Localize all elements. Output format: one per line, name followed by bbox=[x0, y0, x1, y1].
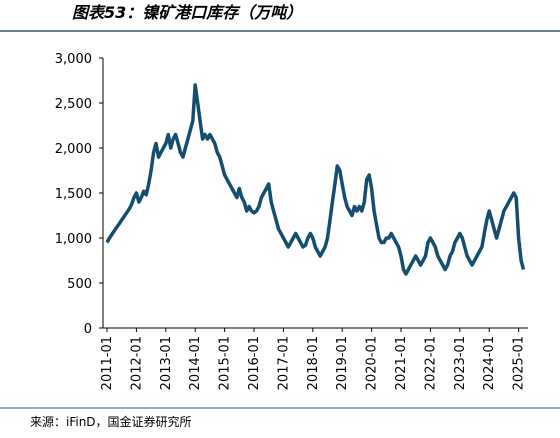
y-tick-label: 0 bbox=[84, 322, 92, 337]
x-tick-label: 2023-01 bbox=[453, 336, 468, 390]
x-tick-label: 2017-01 bbox=[276, 336, 291, 390]
y-tick-label: 1,500 bbox=[55, 187, 92, 202]
x-tick-label: 2022-01 bbox=[423, 336, 438, 390]
y-tick-label: 1,000 bbox=[55, 232, 92, 247]
x-tick-label: 2012-01 bbox=[129, 336, 144, 390]
x-tick-label: 2021-01 bbox=[394, 336, 409, 390]
x-tick-label: 2025-01 bbox=[512, 336, 527, 390]
x-tick-label: 2015-01 bbox=[218, 336, 233, 390]
x-tick-label: 2018-01 bbox=[306, 336, 321, 390]
x-tick-label: 2011-01 bbox=[100, 336, 115, 390]
x-tick-label: 2014-01 bbox=[188, 336, 203, 390]
chart-title: 图表53：镍矿港口库存（万吨） bbox=[72, 3, 302, 22]
series-line bbox=[105, 83, 526, 276]
x-tick-label: 2020-01 bbox=[365, 336, 380, 390]
y-tick-label: 2,000 bbox=[55, 142, 92, 157]
y-tick-label: 500 bbox=[67, 277, 92, 292]
x-tick-label: 2019-01 bbox=[335, 336, 350, 390]
x-tick-label: 2024-01 bbox=[482, 336, 497, 390]
y-tick-label: 2,500 bbox=[55, 97, 92, 112]
x-tick-label: 2016-01 bbox=[247, 336, 262, 390]
source: 来源：iFinD，国金证券研究所 bbox=[30, 414, 192, 429]
x-tick-label: 2013-01 bbox=[159, 336, 174, 390]
y-tick-label: 3,000 bbox=[55, 52, 92, 67]
